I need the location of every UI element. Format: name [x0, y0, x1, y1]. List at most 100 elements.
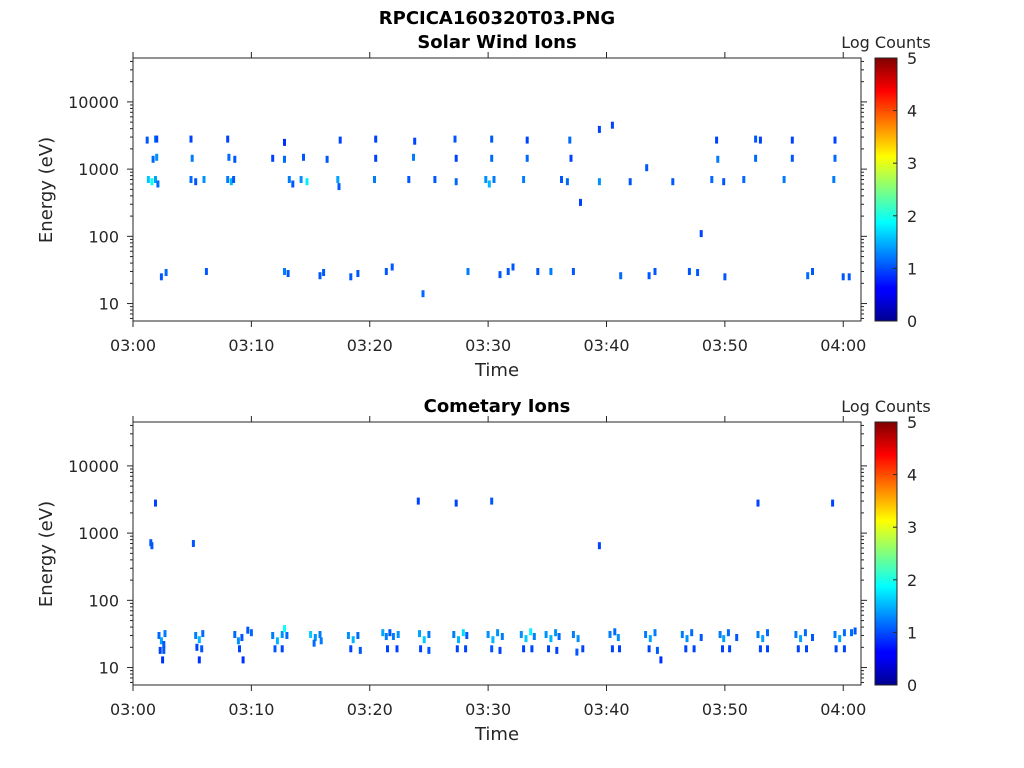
x-tick-label: 03:40 — [583, 700, 629, 719]
heatmap-cell — [412, 153, 415, 161]
heatmap-cell — [195, 643, 199, 651]
heatmap-cell — [227, 153, 231, 161]
heatmap-cell — [283, 268, 286, 275]
heatmap-cell — [155, 153, 159, 161]
heatmap-cell — [386, 645, 389, 653]
heatmap-cell — [803, 629, 807, 637]
y-tick-label: 10000 — [68, 93, 119, 112]
heatmap-cell — [799, 635, 803, 643]
heatmap-cell — [190, 154, 194, 162]
heatmap-cell — [699, 634, 703, 641]
heatmap-cell — [766, 629, 769, 637]
heatmap-cell — [796, 645, 800, 653]
colorbar-ticks: 0 1 2 3 4 5 — [893, 49, 917, 331]
heatmap-cell — [150, 542, 154, 550]
heatmap-cell — [671, 178, 675, 186]
heatmap-cell — [761, 635, 765, 643]
heatmap-cell — [832, 176, 836, 183]
colorbar-tick-label: 2 — [907, 571, 917, 590]
heatmap-cell — [853, 627, 857, 635]
heatmap-cell — [850, 629, 853, 637]
heatmap-cell — [555, 646, 559, 654]
heatmap-cell — [549, 635, 553, 643]
heatmap-cell — [349, 645, 353, 653]
x-axis-label: Time — [474, 724, 519, 745]
y-tick-label: 1000 — [78, 524, 119, 543]
heatmap-cell — [728, 645, 732, 653]
heatmap-cell — [226, 176, 230, 183]
plot-frame — [132, 421, 862, 686]
x-tick-label: 03:00 — [110, 700, 156, 719]
heatmap-cell — [715, 136, 719, 144]
heatmap-cell — [758, 645, 762, 653]
heatmap-cell — [597, 125, 601, 133]
x-tick-label: 04:00 — [820, 700, 866, 719]
heatmap-cell — [742, 176, 746, 183]
heatmap-cell — [692, 645, 696, 653]
x-tick-label: 03:20 — [347, 336, 393, 355]
heatmap-cell — [841, 273, 845, 281]
heatmap-cell — [158, 646, 162, 654]
heatmap-cell — [313, 634, 317, 641]
heatmap-cell — [647, 272, 651, 280]
x-axis: 03:00 03:10 03:20 03:30 03:40 03:50 04:00 — [110, 416, 866, 719]
x-tick-label: 03:50 — [702, 336, 748, 355]
heatmap-cell — [416, 497, 420, 505]
heatmap-cell — [271, 154, 275, 162]
heatmap-cell — [842, 629, 846, 637]
heatmap-cell — [790, 154, 794, 162]
heatmap-cell — [413, 137, 417, 145]
heatmap-cell — [240, 634, 244, 641]
x-tick-label: 03:30 — [465, 700, 511, 719]
heatmap-cell — [159, 637, 163, 645]
heatmap-cell — [418, 630, 421, 638]
heatmap-cell — [766, 645, 769, 653]
heatmap-cell — [544, 631, 548, 638]
heatmap-cell — [648, 635, 652, 643]
heatmap-cell — [571, 631, 575, 638]
heatmap-cell — [390, 263, 394, 271]
heatmap-cell — [522, 645, 526, 653]
heatmap-cell — [271, 632, 275, 639]
heatmap-cell — [690, 629, 694, 637]
heatmap-cell — [536, 268, 540, 275]
heatmap-cell — [659, 656, 663, 664]
heatmap-cell — [569, 154, 573, 162]
heatmap-cell — [490, 135, 494, 143]
heatmap-cell — [490, 645, 494, 653]
heatmap-cell — [422, 636, 426, 644]
colorbar-tick-label: 3 — [907, 518, 917, 537]
heatmap-cell — [309, 631, 313, 638]
figure-filename: RPCICA160320T03.PNG — [379, 8, 615, 29]
heatmap-cell — [233, 155, 237, 163]
heatmap-cell — [233, 631, 237, 638]
heatmap-cell — [756, 631, 760, 638]
heatmap-cell — [151, 155, 155, 163]
heatmap-cell — [790, 136, 794, 144]
heatmap-cell — [322, 269, 326, 276]
heatmap-cell — [283, 155, 286, 163]
heatmap-cell — [273, 645, 277, 653]
heatmap-cell — [498, 646, 502, 654]
heatmap-cell — [421, 290, 425, 298]
colorbar — [874, 421, 898, 686]
heatmap-cell — [146, 176, 150, 183]
heatmap-cell — [597, 178, 601, 186]
heatmap-cell — [568, 136, 572, 144]
heatmap-cell — [337, 183, 341, 191]
heatmap-cell — [454, 499, 458, 507]
heatmap-cell — [511, 263, 515, 271]
heatmap-cell — [318, 631, 322, 638]
y-tick-label: 100 — [88, 227, 119, 246]
heatmap-cell — [644, 631, 648, 638]
heatmap-cell — [525, 136, 529, 144]
heatmap-cell — [419, 645, 423, 653]
heatmap-cell — [373, 176, 376, 183]
panel-title: Solar Wind Ions — [417, 32, 576, 53]
heatmap-cell — [560, 176, 563, 183]
heatmap-cell — [229, 178, 233, 186]
heatmap-cell — [302, 153, 305, 161]
heatmap-cell — [407, 176, 411, 183]
